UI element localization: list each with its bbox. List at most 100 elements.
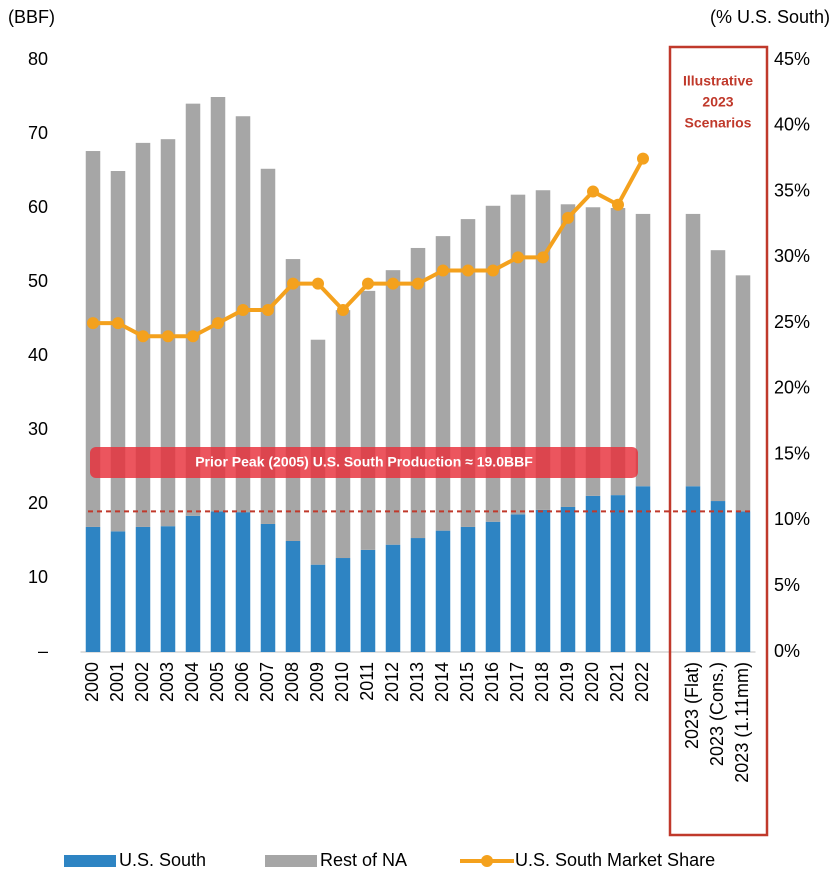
y-tick-label: 80: [28, 49, 48, 69]
x-tick-label: 2002: [132, 662, 152, 702]
y-tick-label: 70: [28, 123, 48, 143]
scenario-label: Illustrative: [683, 73, 753, 89]
x-tick-label: 2012: [382, 662, 402, 702]
legend-label: U.S. South Market Share: [515, 850, 715, 870]
bar: [610, 495, 626, 652]
bar: [135, 526, 151, 652]
reference-box: [90, 447, 638, 478]
line-marker: [437, 264, 449, 277]
bar: [335, 558, 351, 652]
bar: [235, 512, 251, 652]
x-tick-label: 2001: [107, 662, 127, 702]
x-tick-label: 2004: [182, 662, 202, 702]
line-marker: [387, 277, 399, 290]
bar: [535, 509, 551, 652]
bar: [610, 208, 626, 496]
y-tick-label: 10: [28, 567, 48, 587]
line-marker: [562, 211, 574, 224]
x-tick-label: 2008: [282, 662, 302, 702]
reference-label: Prior Peak (2005) U.S. South Production …: [195, 454, 533, 470]
bar: [185, 103, 201, 516]
y-tick-label: 20: [28, 493, 48, 513]
bar: [385, 270, 401, 545]
bar: [335, 310, 351, 559]
line-marker: [487, 264, 499, 277]
line-marker: [512, 251, 524, 264]
bar: [360, 290, 376, 550]
x-tick-label: 2019: [557, 662, 577, 702]
line-marker: [87, 317, 99, 330]
y2-tick-label: 30%: [774, 246, 810, 266]
scenario-label: Scenarios: [685, 115, 752, 131]
line-marker: [112, 317, 124, 330]
line-marker: [287, 277, 299, 290]
x-tick-label: 2005: [207, 662, 227, 702]
y2-tick-label: 40%: [774, 115, 810, 135]
line-marker: [262, 303, 274, 316]
scenario-box: [668, 45, 769, 837]
y2-tick-label: 5%: [774, 575, 800, 595]
y2-tick-label: 35%: [774, 180, 810, 200]
x-tick-label: 2017: [507, 662, 527, 702]
line-marker: [212, 317, 224, 330]
x-tick-label: 2015: [457, 662, 477, 702]
bar: [435, 530, 451, 652]
x-tick-label: 2023 (Flat): [682, 662, 702, 749]
bar: [385, 544, 401, 652]
x-tick-label: 2000: [82, 662, 102, 702]
y-tick-label: 30: [28, 419, 48, 439]
x-tick-label: 2010: [332, 662, 352, 702]
legend-swatch: [64, 855, 116, 867]
y2-tick-label: 45%: [774, 49, 810, 69]
legend-marker: [481, 855, 493, 867]
bar: [510, 514, 526, 652]
x-tick-label: 2003: [157, 662, 177, 702]
bar: [560, 506, 576, 652]
bar: [560, 204, 576, 507]
line-marker: [187, 330, 199, 343]
x-tick-label: 2006: [232, 662, 252, 702]
bar: [360, 549, 376, 652]
x-tick-label: 2009: [307, 662, 327, 702]
y2-tick-label: 0%: [774, 641, 800, 661]
bar: [85, 526, 101, 652]
bar: [710, 501, 726, 652]
x-tick-label: 2014: [432, 662, 452, 702]
bar: [110, 531, 126, 652]
y2-tick-label: 10%: [774, 509, 810, 529]
bar: [585, 207, 601, 496]
bar: [285, 259, 301, 541]
legend-swatch: [265, 855, 317, 867]
legend-label: Rest of NA: [320, 850, 407, 870]
x-tick-label: 2021: [607, 662, 627, 702]
y-axis-label: (BBF): [8, 7, 55, 27]
x-tick-label: 2011: [357, 662, 377, 701]
line-marker: [312, 277, 324, 290]
y-tick-label: –: [38, 641, 48, 661]
line-marker: [462, 264, 474, 277]
y2-axis-label: (% U.S. South): [710, 7, 830, 27]
bar: [485, 521, 501, 652]
bar: [110, 171, 126, 532]
bar: [260, 168, 276, 524]
x-tick-label: 2022: [632, 662, 652, 702]
bar: [210, 511, 226, 652]
bar: [210, 97, 226, 512]
bar: [185, 515, 201, 652]
y-tick-label: 40: [28, 345, 48, 365]
bar: [585, 495, 601, 652]
bar: [410, 247, 426, 539]
y2-tick-label: 20%: [774, 378, 810, 398]
bar: [635, 486, 651, 652]
bar: [735, 275, 751, 512]
bar: [535, 190, 551, 510]
bar: [435, 236, 451, 531]
bar: [310, 564, 326, 652]
line-marker: [612, 198, 624, 211]
line-marker: [237, 303, 249, 316]
bar: [635, 213, 651, 487]
bar: [160, 526, 176, 652]
y2-tick-label: 15%: [774, 443, 810, 463]
y-tick-label: 50: [28, 271, 48, 291]
